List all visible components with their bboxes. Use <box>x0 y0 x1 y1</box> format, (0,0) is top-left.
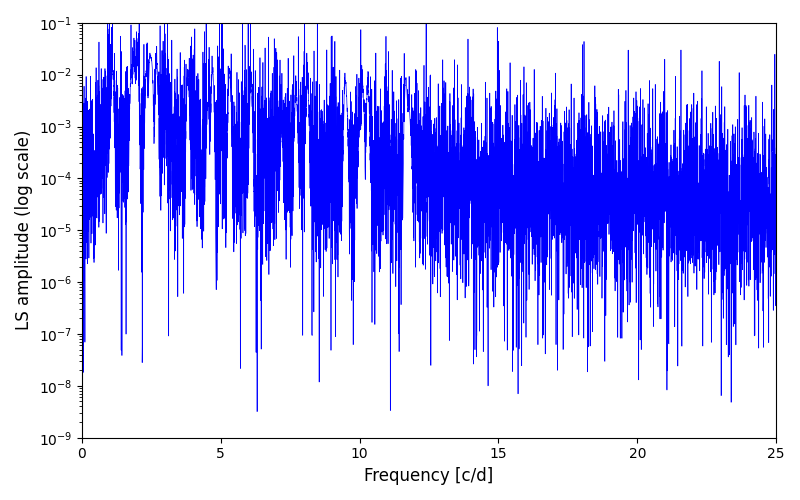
X-axis label: Frequency [c/d]: Frequency [c/d] <box>364 467 494 485</box>
Y-axis label: LS amplitude (log scale): LS amplitude (log scale) <box>15 130 33 330</box>
